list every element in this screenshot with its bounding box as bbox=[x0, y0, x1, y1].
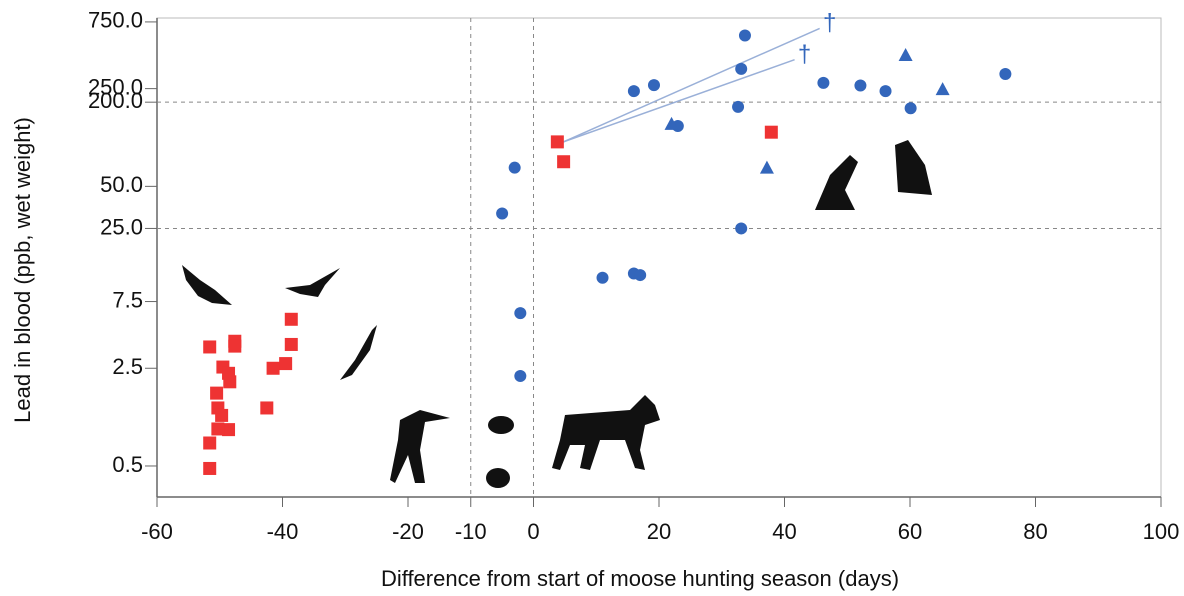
point bbox=[880, 85, 892, 97]
point bbox=[735, 63, 747, 75]
point bbox=[905, 102, 917, 114]
point bbox=[648, 79, 660, 91]
y-tick-label: 50.0 bbox=[100, 172, 143, 197]
point bbox=[732, 101, 744, 113]
point bbox=[739, 29, 751, 41]
point bbox=[285, 338, 298, 351]
y-tick-label: 0.5 bbox=[112, 452, 143, 477]
y-tick-label: 2.5 bbox=[112, 354, 143, 379]
point bbox=[203, 462, 216, 475]
point bbox=[210, 387, 223, 400]
point bbox=[854, 80, 866, 92]
point bbox=[999, 68, 1011, 80]
annotation: † bbox=[798, 41, 811, 68]
point bbox=[765, 126, 778, 139]
y-tick-label: 200.0 bbox=[88, 88, 143, 113]
x-tick-label: 20 bbox=[647, 519, 671, 544]
x-tick-label: -60 bbox=[141, 519, 173, 544]
point bbox=[203, 340, 216, 353]
point bbox=[514, 307, 526, 319]
point bbox=[597, 272, 609, 284]
point bbox=[228, 340, 241, 353]
point bbox=[557, 155, 570, 168]
point bbox=[285, 313, 298, 326]
point bbox=[279, 357, 292, 370]
point bbox=[899, 48, 913, 61]
point bbox=[223, 375, 236, 388]
point bbox=[509, 162, 521, 174]
x-tick-label: 0 bbox=[527, 519, 539, 544]
point bbox=[215, 409, 228, 422]
point bbox=[634, 269, 646, 281]
point bbox=[514, 370, 526, 382]
point bbox=[551, 135, 564, 148]
x-axis-label: Difference from start of moose hunting s… bbox=[381, 566, 899, 591]
point bbox=[203, 437, 216, 450]
point bbox=[496, 207, 508, 219]
x-tick-label: 80 bbox=[1023, 519, 1047, 544]
y-tick-label: 25.0 bbox=[100, 214, 143, 239]
y-tick-label: 750.0 bbox=[88, 8, 143, 33]
point bbox=[260, 401, 273, 414]
x-tick-label: 60 bbox=[898, 519, 922, 544]
x-tick-label: 40 bbox=[772, 519, 796, 544]
connector bbox=[563, 28, 819, 141]
point bbox=[267, 362, 280, 375]
y-tick-label: 7.5 bbox=[112, 287, 143, 312]
point bbox=[735, 222, 747, 234]
x-tick-label: -10 bbox=[455, 519, 487, 544]
point bbox=[211, 422, 224, 435]
chart: Difference from start of moose hunting s… bbox=[0, 0, 1184, 591]
annotation: † bbox=[823, 10, 836, 37]
point bbox=[936, 82, 950, 95]
y-axis-label: Lead in blood (ppb, wet weight) bbox=[10, 117, 35, 423]
point bbox=[760, 161, 774, 174]
point bbox=[817, 77, 829, 89]
x-tick-label: 100 bbox=[1143, 519, 1180, 544]
plot-frame bbox=[157, 18, 1161, 497]
x-tick-label: -40 bbox=[267, 519, 299, 544]
point bbox=[628, 85, 640, 97]
x-tick-label: -20 bbox=[392, 519, 424, 544]
